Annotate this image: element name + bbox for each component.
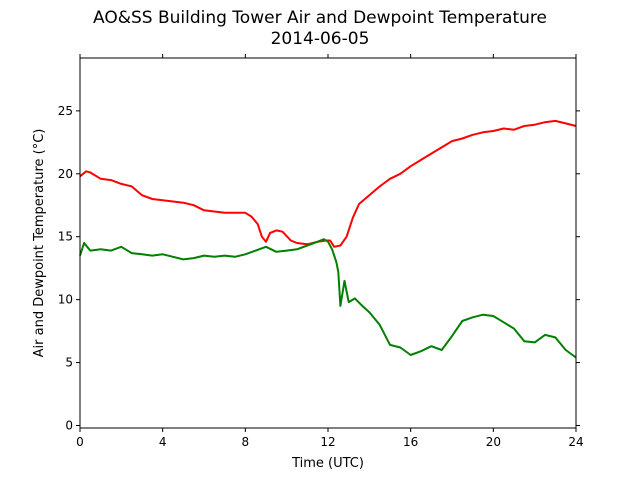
- y-tick-label: 25: [58, 104, 73, 118]
- y-tick-label: 0: [65, 418, 73, 432]
- chart-subtitle: 2014-06-05: [270, 29, 370, 49]
- chart-title: AO&SS Building Tower Air and Dewpoint Te…: [92, 8, 547, 28]
- x-tick-label: 20: [486, 435, 501, 449]
- y-tick-label: 5: [65, 356, 73, 370]
- x-tick-label: 12: [320, 435, 335, 449]
- x-tick-label: 4: [159, 435, 167, 449]
- x-tick-label: 8: [242, 435, 250, 449]
- series-line-0: [79, 119, 577, 248]
- y-tick-label: 15: [58, 230, 73, 244]
- plot-area: 0 4 8 12 16 20 24 0 5 10 15 20 25: [58, 54, 584, 449]
- y-axis-label: Air and Dewpoint Temperature (°C): [32, 129, 47, 358]
- series-line-1: [79, 238, 577, 359]
- x-tick-label: 0: [76, 435, 84, 449]
- y-tick-label: 20: [58, 167, 73, 181]
- x-tick-label: 24: [568, 435, 583, 449]
- x-axis-label: Time (UTC): [291, 456, 364, 471]
- ticks-layer: 0 4 8 12 16 20 24 0 5 10 15 20 25: [58, 54, 584, 449]
- x-tick-label: 16: [403, 435, 418, 449]
- y-tick-label: 10: [58, 293, 73, 307]
- series-layer: [79, 119, 577, 359]
